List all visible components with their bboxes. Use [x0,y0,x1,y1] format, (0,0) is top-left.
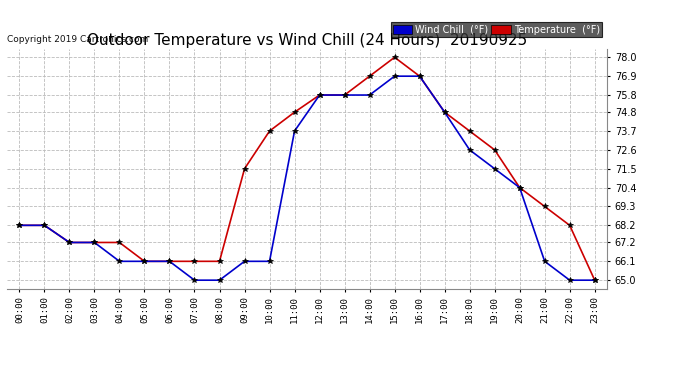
Legend: Wind Chill  (°F), Temperature  (°F): Wind Chill (°F), Temperature (°F) [391,22,602,37]
Title: Outdoor Temperature vs Wind Chill (24 Hours)  20190925: Outdoor Temperature vs Wind Chill (24 Ho… [87,33,527,48]
Text: Copyright 2019 Cartronics.com: Copyright 2019 Cartronics.com [7,35,148,44]
